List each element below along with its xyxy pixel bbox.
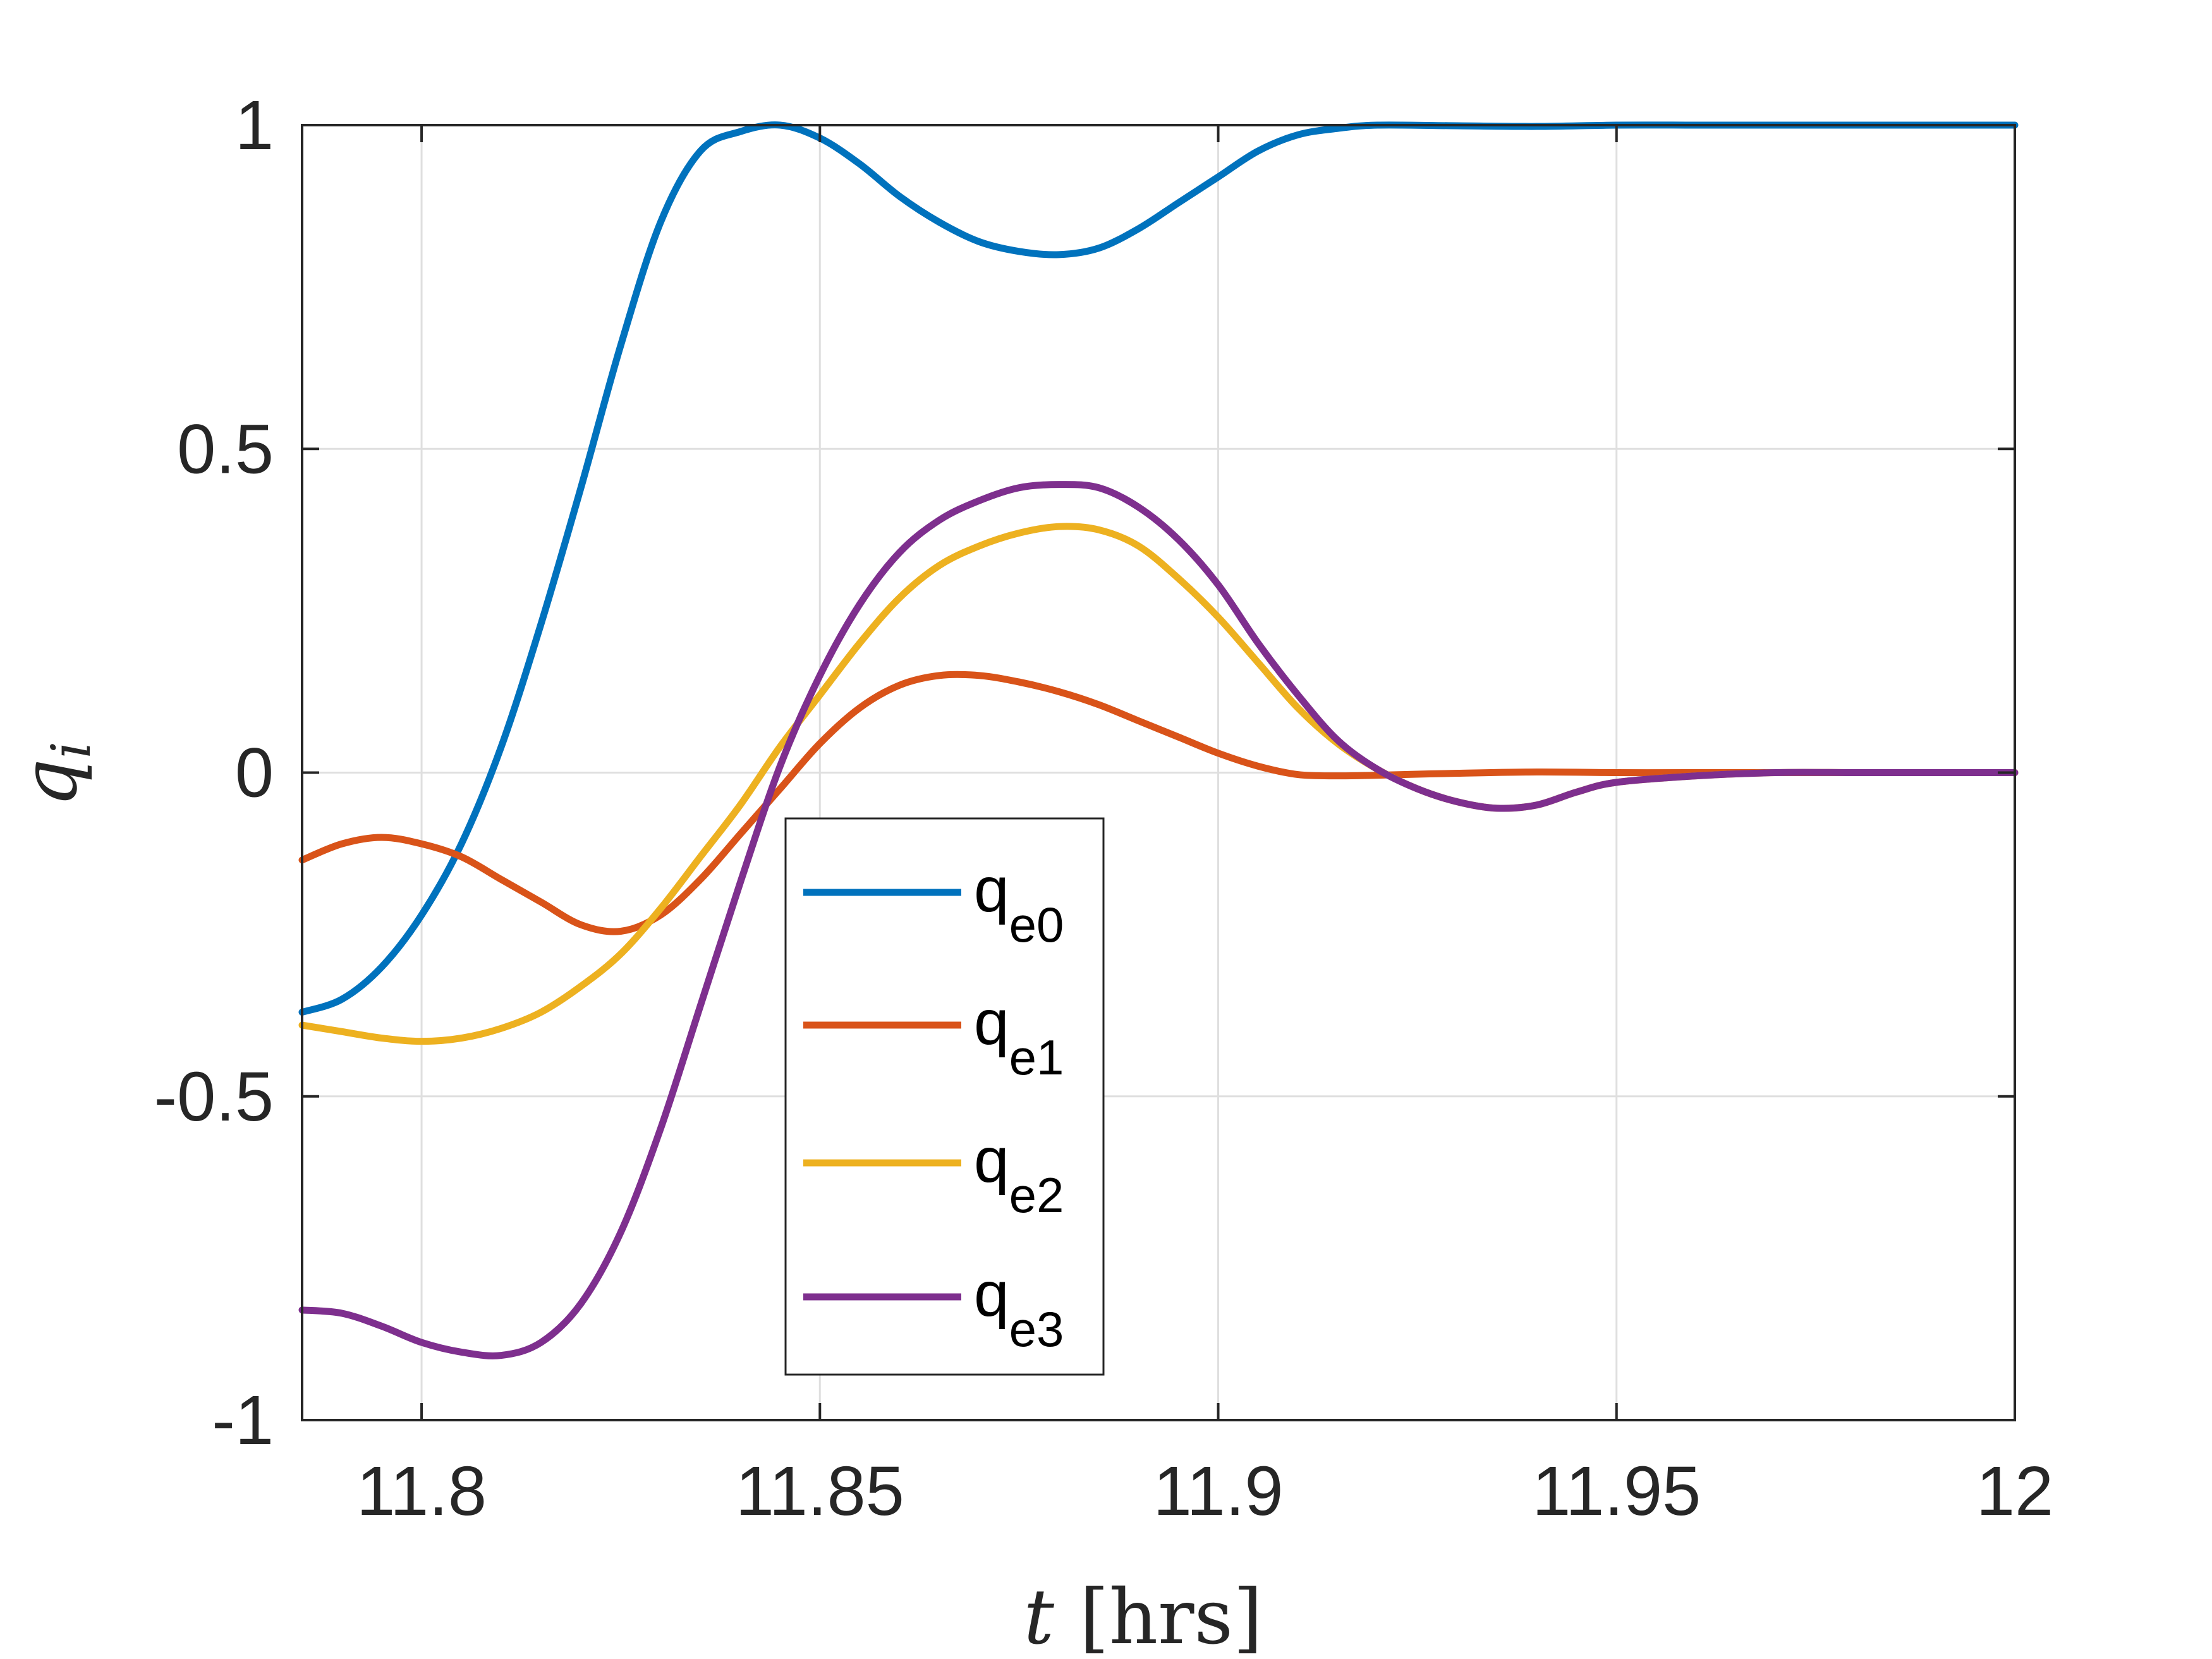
x-tick-label: 12 <box>1976 1452 2053 1530</box>
legend-label-sub: e0 <box>1009 897 1064 952</box>
tick-labels: 11.8 11.85 11.9 11.95 12 -1 -0.5 0 0.5 1 <box>154 87 2053 1530</box>
legend-label-main: q <box>974 1125 1009 1196</box>
y-axis-title-sub: i <box>40 741 103 758</box>
legend-label-e1: qe1 <box>974 987 1064 1085</box>
x-tick-label: 11.9 <box>1153 1452 1284 1530</box>
legend-box <box>784 817 1105 1376</box>
legend-label-main: q <box>974 1259 1009 1330</box>
x-tick-label: 11.85 <box>736 1452 904 1530</box>
legend-label-e2: qe2 <box>974 1125 1064 1223</box>
legend-label-e0: qe0 <box>974 854 1064 952</box>
x-axis-title: t [hrs] <box>1024 1574 1263 1659</box>
axes <box>301 124 2016 1421</box>
y-tick-label: 0.5 <box>177 410 274 488</box>
x-tick-label: 11.95 <box>1532 1452 1701 1530</box>
x-tick-label: 11.8 <box>356 1452 487 1530</box>
legend-label-sub: e3 <box>1009 1301 1064 1357</box>
legend-label-main: q <box>974 854 1009 925</box>
y-tick-label: 1 <box>235 87 274 164</box>
y-axis-title: qi <box>6 741 103 807</box>
series-line-e1 <box>298 671 2019 935</box>
legend-label-e3: qe3 <box>974 1259 1064 1357</box>
y-tick-label: -1 <box>212 1382 274 1459</box>
y-axis-title-var: q <box>6 758 94 807</box>
legend-label-sub: e1 <box>1009 1030 1064 1085</box>
y-tick-label: 0 <box>235 734 274 812</box>
y-tick-label: -0.5 <box>154 1058 274 1136</box>
svg-text:qi: qi <box>6 741 103 807</box>
legend-label-sub: e2 <box>1009 1167 1064 1223</box>
x-axis-title-var: t <box>1024 1574 1055 1659</box>
x-axis-title-unit: [hrs] <box>1079 1574 1263 1659</box>
series-line-e3 <box>298 481 2019 1359</box>
legend-label-main: q <box>974 987 1009 1058</box>
